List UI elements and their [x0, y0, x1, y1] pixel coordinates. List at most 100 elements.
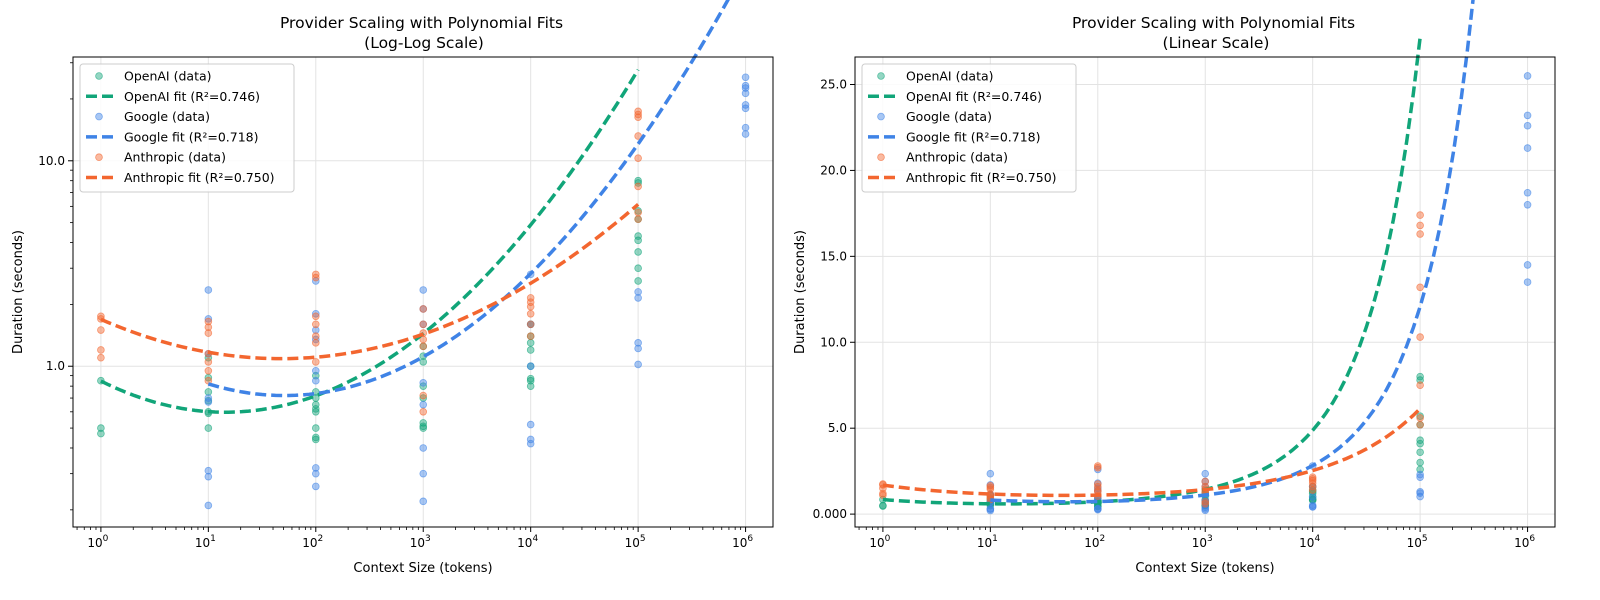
legend-label: OpenAI (data) [906, 69, 994, 84]
google-data-point [311, 464, 320, 472]
anthropic-data-point [311, 339, 320, 347]
google-data-point [1416, 492, 1424, 501]
anthropic-data-point [97, 326, 105, 334]
google-data-point [1523, 261, 1532, 269]
anthropic-data-point [1416, 381, 1424, 390]
openai-data-point [311, 435, 320, 444]
y-tick-label: 20.0 [820, 163, 847, 177]
google-data-point [419, 497, 428, 506]
y-axis-label: Duration (seconds) [793, 230, 808, 354]
x-axis-ticks: 100 101 102 103 104 105 106 [858, 527, 1535, 550]
x-tick-label: 100 [869, 534, 890, 550]
google-data-point [986, 506, 995, 515]
anthropic-data-point [1416, 230, 1424, 238]
openai-data-point [204, 353, 213, 362]
google-fit-line [990, 0, 1475, 504]
y-axis-label: Duration (seconds) [11, 230, 26, 354]
legend-marker [95, 153, 103, 162]
anthropic-data-point [419, 408, 428, 416]
openai-data-point [311, 424, 320, 432]
x-axis-label: Context Size (tokens) [353, 561, 492, 576]
legend-marker [95, 72, 103, 80]
anthropic-data-point [526, 320, 535, 329]
anthropic-data-point [1308, 476, 1317, 485]
google-data-point [204, 501, 213, 510]
y-axis-ticks: 1.0 10.0 [38, 62, 73, 511]
anthropic-data-point [879, 489, 887, 498]
anthropic-data-point [204, 317, 213, 326]
anthropic-data-point [311, 332, 320, 341]
openai-data-point [204, 424, 213, 432]
google-data-point [634, 344, 642, 353]
anthropic-data-point [419, 391, 428, 400]
legend-label: Google (data) [906, 109, 992, 124]
x-tick-label: 106 [732, 534, 753, 550]
google-data-point [1201, 506, 1210, 515]
y-tick-label: 5.0 [828, 421, 847, 435]
chart-title: Provider Scaling with Polynomial Fits (L… [280, 14, 568, 52]
anthropic-data-point [1416, 414, 1424, 422]
legend-marker [877, 72, 885, 80]
anthropic-data-point [634, 215, 642, 223]
anthropic-data-point [419, 305, 428, 313]
google-data-point [419, 444, 428, 452]
y-tick-label: 15.0 [820, 249, 847, 263]
anthropic-data-point [311, 358, 320, 366]
openai-data-point [634, 248, 642, 256]
google-data-point [311, 309, 320, 318]
google-data-point [1523, 72, 1532, 80]
anthropic-data-point [1201, 477, 1210, 486]
google-data-point [526, 439, 535, 448]
x-tick-label: 101 [977, 534, 998, 550]
legend-label: Google fit (R²=0.718) [906, 129, 1041, 144]
anthropic-data-point [204, 367, 213, 375]
anthropic-data-point [311, 273, 320, 282]
openai-data-point [1308, 487, 1317, 496]
google-data-point [204, 398, 213, 406]
openai-data-point [634, 277, 642, 285]
google-data-point [741, 84, 750, 92]
anthropic-data-point [634, 208, 642, 217]
legend-box [79, 63, 295, 193]
plot-area [879, 0, 1532, 515]
anthropic-data-point [1201, 500, 1210, 508]
x-tick-label: 105 [1407, 534, 1428, 550]
chart-title: Provider Scaling with Polynomial Fits (L… [1072, 14, 1360, 52]
anthropic-data-point [1416, 221, 1424, 230]
anthropic-data-point [1201, 497, 1210, 506]
openai-data-point [526, 346, 535, 354]
x-tick-label: 104 [517, 534, 538, 550]
openai-data-point [634, 236, 642, 245]
anthropic-data-point [311, 312, 320, 321]
anthropic-data-point [1416, 420, 1424, 429]
legend-box [861, 63, 1077, 193]
anthropic-data-point [526, 309, 535, 318]
y-tick-label: 10.0 [820, 335, 847, 349]
y-axis-ticks: 0.000 5.0 10.0 15.0 20.0 25.0 [813, 77, 855, 521]
legend-label: OpenAI fit (R²=0.746) [906, 89, 1042, 104]
google-data-point [741, 73, 750, 82]
y-tick-label: 25.0 [820, 77, 847, 91]
openai-data-point [634, 264, 642, 273]
legend-label: Anthropic fit (R²=0.750) [124, 170, 275, 185]
openai-fit-line [882, 37, 1422, 506]
anthropic-data-point [204, 329, 213, 337]
google-fit-line [207, 0, 730, 398]
google-data-point [741, 81, 750, 90]
google-data-point [1523, 200, 1532, 209]
google-data-point [311, 376, 320, 385]
google-data-point [741, 123, 750, 132]
chart-title-line-2: (Log-Log Scale) [364, 34, 484, 52]
anthropic-data-point [634, 182, 642, 191]
google-data-point [1416, 470, 1424, 479]
google-data-point [311, 469, 320, 478]
legend: OpenAI (data) OpenAI fit (R²=0.746) Google… [861, 63, 1077, 193]
legend-label: OpenAI fit (R²=0.746) [124, 89, 260, 104]
openai-data-point [526, 376, 535, 385]
anthropic-data-point [1416, 283, 1424, 292]
google-data-point [1523, 144, 1532, 152]
anthropic-data-point [879, 491, 887, 500]
openai-data-point [634, 232, 642, 240]
google-data-point [1093, 505, 1102, 514]
